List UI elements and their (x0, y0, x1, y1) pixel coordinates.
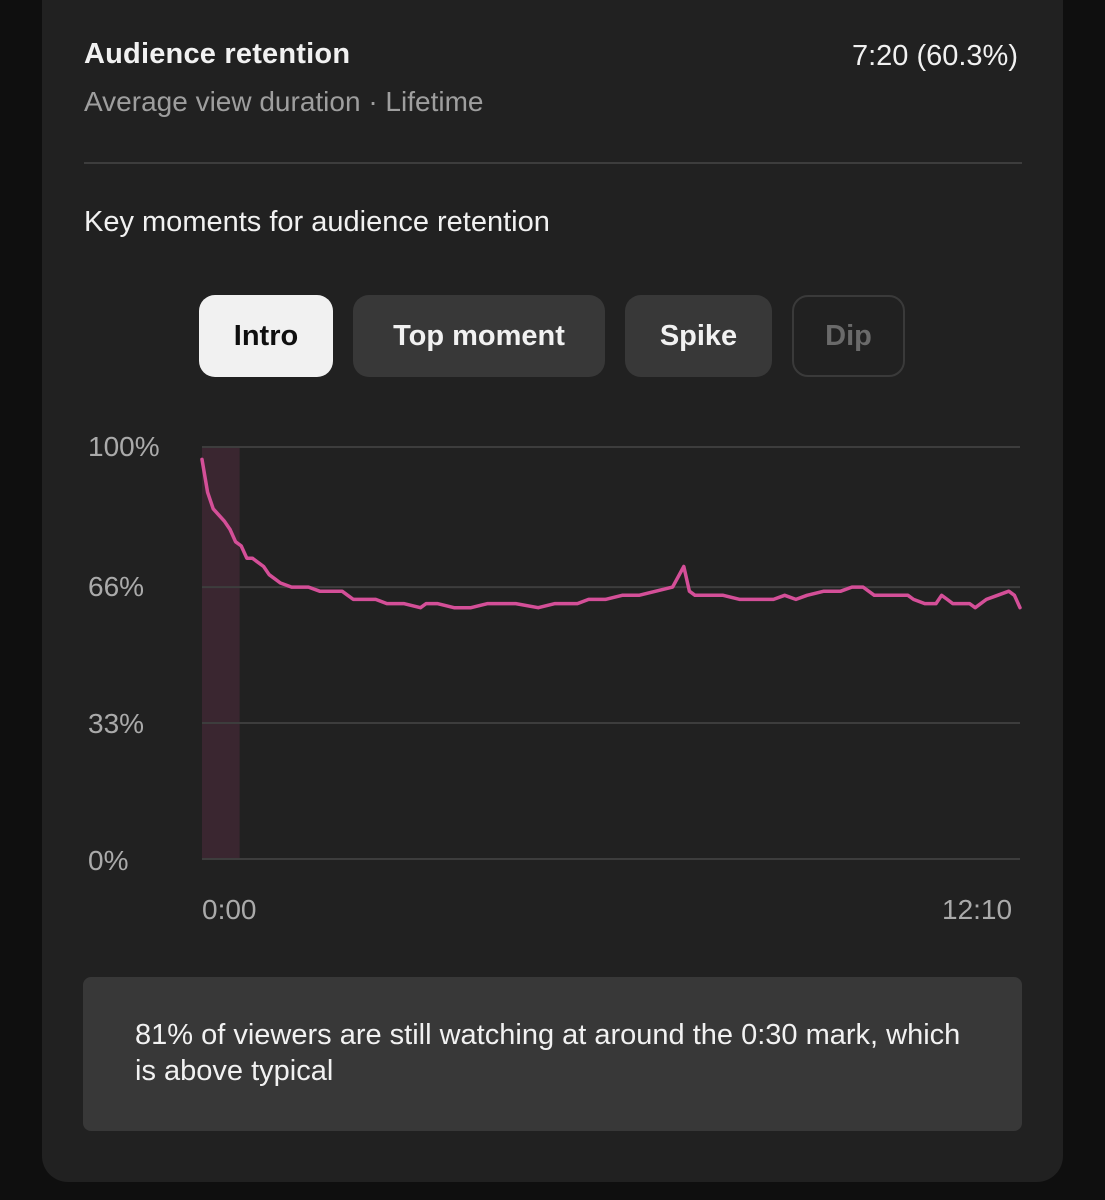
y-tick-label-0: 0% (88, 845, 129, 876)
retention-chart: 100% 66% 33% 0% 0:00 12:10 (42, 420, 1063, 940)
chip-spike[interactable]: Spike (625, 295, 772, 377)
average-view-duration-value: 7:20 (60.3%) (851, 40, 1018, 72)
y-tick-label-66: 66% (88, 571, 145, 602)
y-tick-label-33: 33% (88, 708, 145, 739)
audience-retention-card: Audience retention 7:20 (60.3%) Average … (42, 0, 1063, 1182)
insight-text: 81% of viewers are still watching at aro… (135, 1019, 961, 1087)
x-tick-label-end: 12:10 (942, 894, 1013, 925)
insight-box: 81% of viewers are still watching at aro… (83, 977, 1022, 1131)
divider (84, 162, 1022, 164)
intro-highlight-band (202, 447, 240, 859)
chip-intro[interactable]: Intro (199, 295, 333, 377)
y-tick-label-100: 100% (88, 431, 160, 462)
key-moment-chips: Intro Top moment Spike Dip (199, 295, 905, 377)
card-title: Audience retention (84, 38, 351, 70)
retention-plot (200, 446, 1022, 860)
key-moments-title: Key moments for audience retention (84, 206, 550, 238)
x-tick-label-start: 0:00 (202, 894, 257, 925)
card-subtitle: Average view duration · Lifetime (84, 86, 484, 117)
chip-dip: Dip (792, 295, 905, 377)
chip-top-moment[interactable]: Top moment (353, 295, 605, 377)
retention-line (200, 457, 1022, 610)
